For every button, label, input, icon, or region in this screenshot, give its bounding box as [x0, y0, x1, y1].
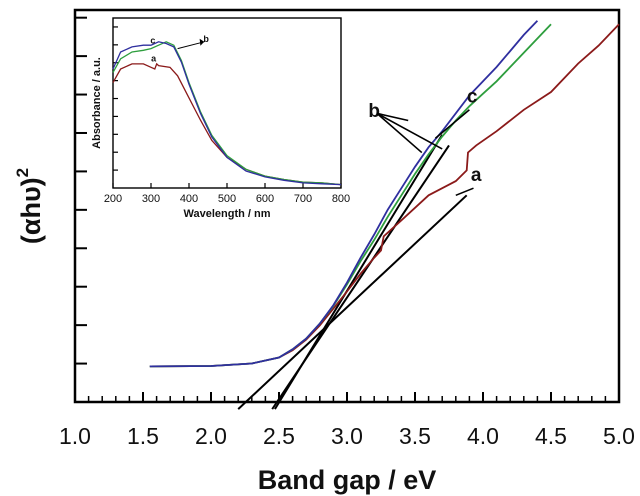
x-tick-label: 1.0: [59, 423, 91, 449]
x-tick-label: 1.5: [127, 423, 159, 449]
x-tick-label: 3.5: [399, 423, 431, 449]
x-tick-label: 5.0: [603, 423, 635, 449]
pointer-line-c: [434, 109, 470, 139]
x-tick-label: 4.5: [535, 423, 567, 449]
x-tick-label: 3.0: [331, 423, 363, 449]
inset-series-line-c: [112, 41, 342, 186]
inset-plot: 200 300 400 500 600 700 800 Wavelength / nm Abso…: [91, 17, 350, 220]
inset-x-axis-title: Wavelength / nm: [184, 208, 271, 220]
curve-label-a: a: [471, 165, 482, 186]
x-tick-label: 2.5: [263, 423, 295, 449]
inset-curve-label-a: a: [151, 53, 157, 63]
inset-pointer-line-b: [177, 41, 205, 50]
inset-curve-label-b: b: [203, 34, 209, 44]
inset-curve-label-c: c: [150, 36, 155, 46]
inset-x-tick-label: 300: [142, 193, 160, 205]
main-plot: 1.0 1.5 2.0 2.5 3.0 3.5 4.0 4.5 5.0 Band gap / eV…: [13, 8, 635, 495]
inset-x-tick-label: 500: [218, 193, 236, 205]
inset-pointer-arrowhead-b: [199, 38, 205, 46]
inset-x-tick-label: 800: [332, 193, 350, 205]
pointer-line-b: [376, 112, 443, 150]
pointer-line-a: [455, 187, 474, 197]
curve-label-c: c: [467, 87, 478, 108]
tangent-line-a: [237, 194, 468, 410]
y-axis-title: (αhυ)2: [13, 168, 46, 244]
inset-x-tick-label: 700: [294, 193, 312, 205]
x-tick-label: 4.0: [467, 423, 499, 449]
inset-x-tick-label: 600: [256, 193, 274, 205]
curve-label-b: b: [368, 101, 380, 122]
series-line-c: [149, 20, 539, 368]
inset-y-axis-title: Absorbance / a.u.: [91, 57, 103, 149]
inset-x-tick-label: 400: [180, 193, 198, 205]
tangent-line-c: [274, 134, 444, 410]
pointer-line-b: [376, 112, 409, 122]
y-axis-title-superscript: 2: [13, 168, 32, 177]
x-tick-label: 2.0: [195, 423, 227, 449]
x-axis-title: Band gap / eV: [258, 465, 437, 495]
inset-frame: [112, 17, 342, 189]
pointer-line-b: [376, 112, 423, 154]
inset-x-tick-label: 200: [104, 193, 122, 205]
y-axis-title-base: (αhυ): [16, 177, 46, 244]
